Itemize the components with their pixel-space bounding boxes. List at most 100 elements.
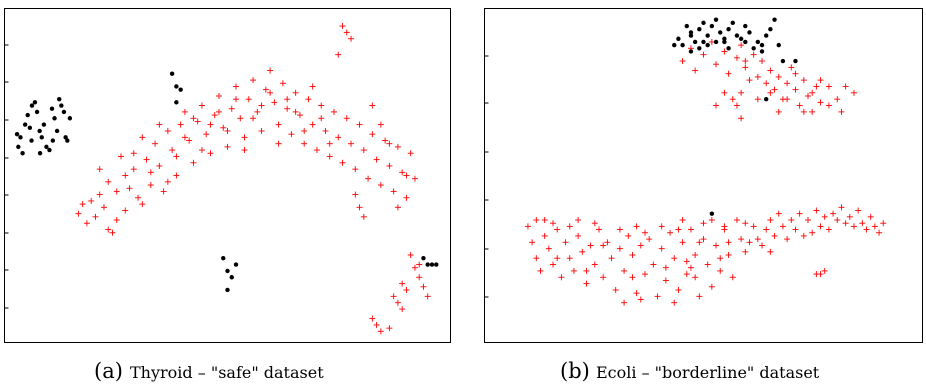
plot-frame [484, 8, 923, 343]
majority-point [662, 264, 669, 271]
majority-point [190, 159, 197, 166]
majority-point [704, 261, 711, 268]
majority-point [579, 248, 586, 255]
caption-text: Thyroid – "safe" dataset [130, 363, 324, 382]
majority-point [633, 290, 640, 297]
majority-point [763, 226, 770, 233]
majority-point [143, 156, 150, 163]
majority-point [788, 64, 795, 71]
majority-point [675, 286, 682, 293]
majority-point [746, 239, 753, 246]
majority-point [348, 140, 355, 147]
majority-point [600, 242, 607, 249]
minority-point [676, 36, 681, 41]
majority-point [250, 77, 257, 84]
majority-point [233, 83, 240, 90]
majority-point [800, 77, 807, 84]
majority-point [733, 217, 740, 224]
minority-point [434, 262, 439, 267]
minority-point [734, 33, 740, 38]
majority-point [181, 108, 188, 115]
majority-point [164, 178, 171, 185]
majority-point [369, 315, 376, 322]
majority-point [335, 134, 342, 141]
majority-point [271, 99, 278, 106]
majority-point [850, 89, 857, 96]
majority-point [160, 188, 167, 195]
majority-point [348, 35, 355, 42]
minority-point [688, 30, 694, 35]
majority-point [721, 223, 728, 230]
minority-point [50, 138, 56, 143]
majority-point [399, 280, 406, 287]
majority-point [390, 188, 397, 195]
majority-point [135, 194, 142, 201]
majority-point [817, 99, 824, 106]
majority-point [604, 239, 611, 246]
majority-point [625, 232, 632, 239]
majority-point [190, 115, 197, 122]
majority-point [876, 229, 883, 236]
minority-point [25, 112, 30, 118]
majority-point [742, 64, 749, 71]
majority-point [241, 134, 248, 141]
majority-point [583, 280, 590, 287]
majority-point [288, 131, 295, 138]
minority-point [225, 268, 230, 274]
majority-point [587, 242, 594, 249]
majority-point [725, 70, 732, 77]
minority-point [63, 135, 68, 140]
majority-point [700, 220, 707, 227]
majority-point [318, 102, 325, 109]
minority-point [684, 23, 689, 29]
majority-point [708, 217, 715, 224]
majority-point [207, 121, 214, 128]
minority-point [722, 36, 727, 41]
majority-point [867, 213, 874, 220]
majority-point [692, 274, 699, 281]
minority-point [29, 138, 34, 143]
minority-point [16, 144, 21, 150]
minority-point [692, 39, 698, 45]
minority-point [41, 122, 47, 127]
majority-point [156, 121, 163, 128]
majority-point [96, 166, 103, 173]
caption-text: Ecoli – "borderline" dataset [596, 363, 820, 382]
majority-point [177, 121, 184, 128]
majority-point [524, 223, 531, 230]
majority-point [284, 105, 291, 112]
majority-point [562, 239, 569, 246]
majority-point [113, 188, 120, 195]
majority-point [767, 89, 774, 96]
majority-point [667, 229, 674, 236]
minority-point [764, 96, 769, 102]
majority-point [407, 252, 414, 258]
majority-point [713, 61, 720, 68]
majority-point [207, 150, 214, 157]
minority-point [37, 151, 43, 156]
majority-point [122, 172, 129, 179]
majority-point [296, 112, 303, 119]
majority-point [621, 267, 628, 274]
majority-point [356, 121, 363, 128]
minority-point [680, 42, 685, 48]
minority-point [764, 33, 769, 38]
minority-point [27, 125, 33, 130]
majority-point [629, 252, 636, 258]
majority-point [284, 96, 291, 103]
majority-point [339, 159, 346, 166]
majority-point [570, 267, 577, 274]
majority-point [147, 182, 154, 189]
majority-point [241, 147, 248, 154]
majority-point [169, 147, 176, 154]
majority-point [596, 226, 602, 233]
majority-point [817, 77, 824, 84]
majority-point [411, 175, 418, 182]
minority-point [726, 46, 731, 51]
majority-point [215, 108, 222, 115]
majority-point [784, 80, 791, 87]
minority-point [174, 100, 179, 105]
majority-point [529, 239, 536, 246]
caption-label: (b) [560, 359, 590, 383]
majority-point [754, 236, 761, 243]
